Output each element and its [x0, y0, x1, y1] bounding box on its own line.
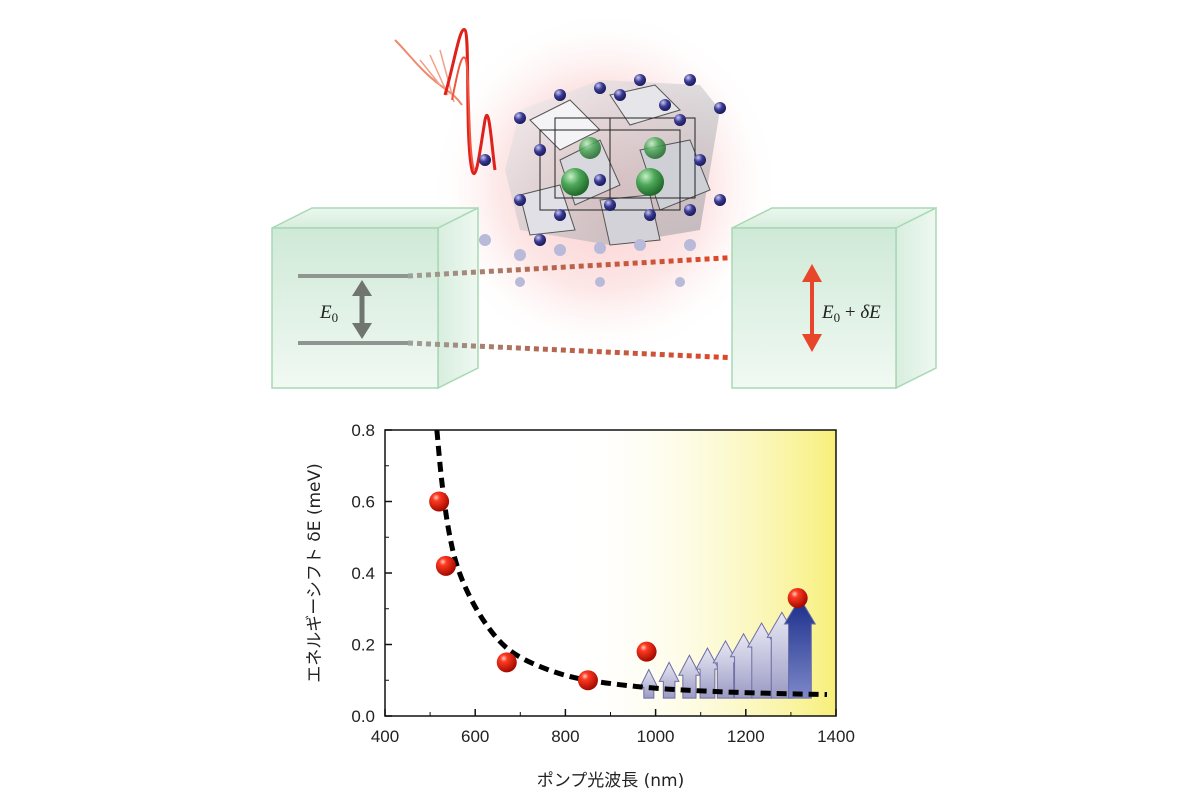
x-axis-label: ポンプ光波長 (nm): [537, 771, 685, 791]
data-point: [496, 652, 517, 673]
level-connectors: [407, 253, 761, 362]
energy-shift-chart: 400 600 800 1000 1200 1400 0.0 0.2 0.4 0.6 0.8 ポン…: [305, 421, 855, 791]
double-arrow-red-icon: [802, 264, 822, 352]
data-point: [787, 588, 808, 609]
schematic: E0 E0 + δE: [271, 10, 937, 390]
data-point: [577, 670, 598, 691]
plus-sign: +: [840, 302, 860, 323]
e0-shift-subscript: 0: [834, 310, 841, 325]
laser-pulse-icon: [394, 28, 497, 175]
up-arrow-icon: [677, 654, 701, 699]
data-point: [429, 491, 450, 512]
fit-curve: [434, 429, 828, 698]
delta-e-label: δE: [860, 302, 881, 323]
svg-text:E0: E0: [319, 302, 338, 325]
y-tick-label: 0.4: [351, 564, 375, 583]
x-tick-label: 1400: [817, 727, 855, 746]
y-tick-label: 0.8: [351, 421, 375, 440]
double-arrow-gray-icon: [352, 280, 372, 339]
y-tick-label: 0.0: [351, 707, 375, 726]
ground-state-box: E0: [271, 206, 479, 390]
x-tick-label: 400: [371, 727, 399, 746]
x-tick-label: 800: [551, 727, 579, 746]
points-layer: [429, 491, 808, 691]
data-point: [435, 555, 456, 576]
x-ticks: 400 600 800 1000 1200 1400: [371, 709, 855, 746]
x-tick-label: 600: [461, 727, 489, 746]
up-arrow-icon: [783, 597, 817, 699]
up-arrow-icon: [639, 668, 659, 699]
y-tick-label: 0.2: [351, 636, 375, 655]
y-ticks: 0.0 0.2 0.4 0.6 0.8: [351, 421, 392, 726]
crystal-structure-icon: [479, 74, 726, 287]
e0-label: E: [319, 302, 332, 323]
e0-shift-label: E: [821, 302, 834, 323]
arrows-layer: [639, 597, 817, 699]
x-tick-label: 1000: [637, 727, 675, 746]
y-tick-label: 0.6: [351, 493, 375, 512]
y-axis-label: エネルギーシフト δE (meV): [305, 463, 325, 683]
shifted-state-box: E0 + δE: [731, 206, 937, 390]
data-point: [636, 641, 657, 662]
e0-subscript: 0: [332, 310, 339, 325]
svg-text:E0 + δE: E0 + δE: [821, 302, 881, 325]
x-tick-label: 1200: [727, 727, 765, 746]
